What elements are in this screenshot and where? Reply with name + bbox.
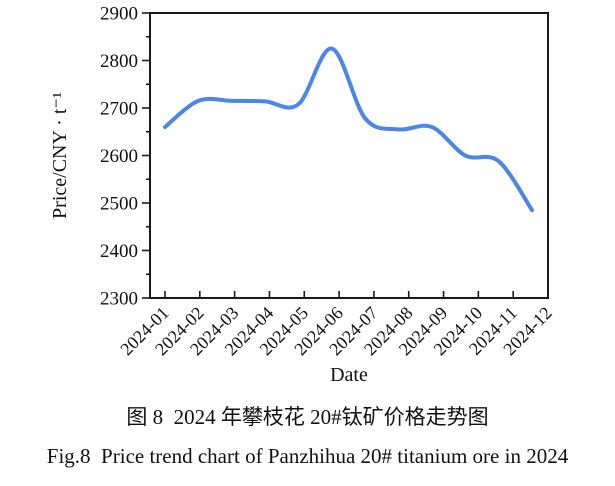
y-tick-label: 2700 (100, 99, 138, 120)
y-axis-label: Price/CNY · t⁻¹ (49, 92, 71, 219)
caption-chinese: 图 8 2024 年攀枝花 20#钛矿价格走势图 (126, 405, 489, 429)
price-line (163, 46, 534, 213)
y-tick-label: 2800 (100, 51, 138, 72)
y-tick-label: 2500 (100, 194, 138, 215)
price-trend-chart: 23002400250026002700280029002024-012024-… (49, 4, 556, 387)
caption-english: Fig.8 Price trend chart of Panzhihua 20#… (46, 444, 569, 468)
plot-frame (149, 12, 549, 299)
y-tick-label: 2400 (100, 241, 138, 262)
y-tick-label: 2600 (100, 146, 138, 167)
y-tick-label: 2900 (100, 4, 138, 25)
y-tick-label: 2300 (100, 289, 138, 310)
x-axis-label: Date (330, 364, 368, 386)
